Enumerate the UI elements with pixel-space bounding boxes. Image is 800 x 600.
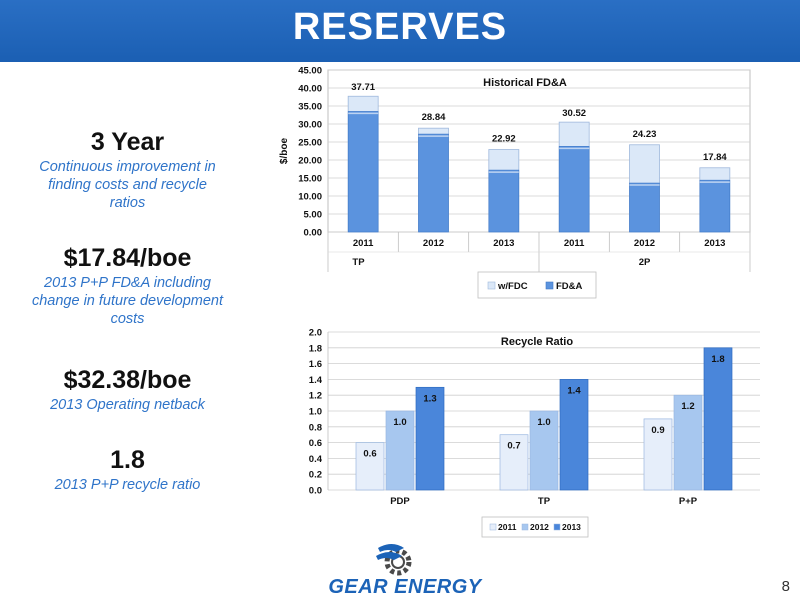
plot-area	[327, 69, 751, 233]
data-label: 22.92	[492, 133, 516, 144]
y-tick-label: 30.00	[298, 120, 322, 131]
x-tick-label: 2013	[493, 238, 514, 249]
legend-label: FD&A	[556, 281, 583, 292]
y-tick-label: 35.00	[298, 102, 322, 113]
data-label: 1.2	[681, 401, 694, 412]
metric-description: 2013 P+P recycle ratio	[54, 477, 201, 493]
legend-swatch	[487, 281, 496, 290]
y-tick-label: 1.0	[309, 407, 322, 418]
bar-fda	[418, 133, 449, 233]
metric-description: 2013 P+P FD&A including change in future…	[31, 275, 224, 327]
bar-2012	[673, 394, 703, 491]
bar-2012	[529, 410, 559, 491]
bar-2011	[643, 418, 673, 491]
y-tick-label: 25.00	[298, 138, 322, 149]
gear-logo-icon	[376, 544, 412, 576]
metric-fda: $17.84/boe 2013 P+P FD&A including chang…	[20, 244, 235, 328]
data-label: 37.71	[351, 82, 375, 93]
data-label: 24.23	[633, 129, 657, 140]
y-tick-label: 0.4	[309, 454, 323, 465]
data-label: 0.6	[363, 449, 376, 460]
bar-2013	[703, 347, 733, 491]
x-tick-label: 2013	[704, 238, 725, 249]
group-label: TP	[352, 257, 365, 268]
legend-swatch	[545, 281, 554, 290]
legend-swatch	[489, 523, 497, 531]
data-label: 0.7	[507, 441, 520, 452]
data-label: 1.0	[393, 417, 406, 428]
title-banner: RESERVES	[0, 0, 800, 62]
data-label: 17.84	[703, 152, 727, 163]
bar-2011	[499, 434, 529, 491]
y-tick-label: 5.00	[304, 210, 323, 221]
x-tick-label: PDP	[390, 496, 410, 507]
chart-title: Recycle Ratio	[501, 336, 573, 348]
legend-label: w/FDC	[497, 281, 528, 292]
page-title: RESERVES	[292, 6, 508, 48]
data-label: 1.3	[423, 393, 436, 404]
company-logo: GEAR ENERGY	[328, 576, 482, 598]
legend-label: 2011	[498, 522, 517, 532]
bar-fda	[347, 111, 379, 233]
y-tick-label: 0.6	[309, 438, 322, 449]
data-label: 28.84	[422, 112, 446, 123]
y-tick-label: 0.0	[309, 486, 322, 497]
data-label: 0.9	[651, 425, 664, 436]
legend-box	[481, 516, 589, 538]
x-tick-label: TP	[538, 496, 551, 507]
bar-fda	[699, 179, 731, 233]
y-tick-label: 2.0	[309, 328, 322, 339]
bar-2011	[355, 442, 385, 491]
x-tick-label: P+P	[679, 496, 698, 507]
metric-three-year: 3 Year Continuous improvement in finding…	[20, 128, 235, 212]
y-axis-label: $/boe	[279, 138, 290, 165]
y-tick-label: 0.2	[309, 470, 322, 481]
metric-value: $32.38/boe	[63, 366, 192, 394]
bar-2012	[385, 410, 415, 491]
y-tick-label: 15.00	[298, 174, 322, 185]
y-tick-label: 1.6	[309, 359, 322, 370]
data-label: 30.52	[562, 108, 586, 119]
y-tick-label: 10.00	[298, 192, 322, 203]
bar-2013	[559, 379, 589, 491]
legend-swatch	[521, 523, 529, 531]
legend-swatch	[553, 523, 561, 531]
page-number: 8	[781, 578, 790, 595]
metric-value: 1.8	[110, 446, 145, 474]
x-tick-label: 2011	[353, 238, 374, 249]
metric-recycle-ratio: 1.8 2013 P+P recycle ratio	[20, 446, 235, 494]
y-tick-label: 0.00	[304, 228, 323, 239]
group-label: 2P	[639, 257, 651, 268]
y-tick-label: 45.00	[298, 66, 322, 77]
metric-description: 2013 Operating netback	[50, 397, 205, 413]
y-tick-label: 0.8	[309, 422, 322, 433]
metric-value: $17.84/boe	[63, 244, 192, 272]
y-tick-label: 1.2	[309, 391, 322, 402]
y-tick-label: 40.00	[298, 84, 322, 95]
bar-fda	[558, 146, 590, 233]
metric-description: Continuous improvement in finding costs …	[39, 159, 216, 211]
data-label: 1.4	[567, 385, 581, 396]
legend-label: 2013	[562, 522, 581, 532]
y-tick-label: 1.8	[309, 343, 322, 354]
y-tick-label: 1.4	[309, 375, 323, 386]
data-label: 1.0	[537, 417, 550, 428]
bar-fda	[629, 182, 660, 233]
bar-2013	[415, 386, 445, 491]
x-tick-label: 2011	[564, 238, 585, 249]
x-tick-label: 2012	[634, 238, 655, 249]
metric-netback: $32.38/boe 2013 Operating netback	[20, 366, 235, 414]
chart-title: Historical FD&A	[483, 77, 567, 89]
y-tick-label: 20.00	[298, 156, 322, 167]
legend-box	[477, 271, 597, 299]
data-label: 1.8	[711, 354, 724, 365]
metric-value: 3 Year	[90, 128, 165, 156]
legend-label: 2012	[530, 522, 549, 532]
x-tick-label: 2012	[423, 238, 444, 249]
bar-fda	[488, 169, 520, 233]
